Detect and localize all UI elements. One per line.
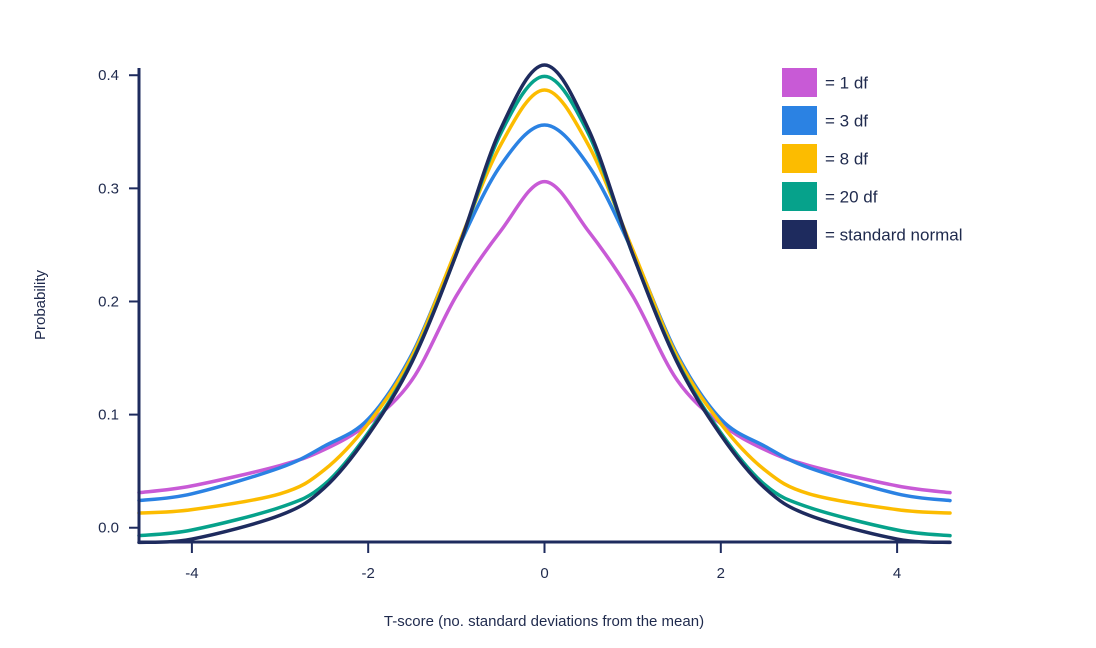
x-tick-label: 4 [893,565,901,582]
series-line-3 [137,123,952,503]
series-line-8 [137,88,952,515]
x-tick-label: 0 [540,565,548,582]
legend-swatch [782,182,817,211]
series-line-20 [137,74,952,538]
y-tick-label: 0.0 [98,520,119,537]
legend-swatch [782,106,817,135]
legend-label: = 1 df [825,74,868,93]
x-tick-label: -4 [185,565,198,582]
legend-swatch [782,220,817,249]
y-axis-title: Probability [32,269,49,340]
series-curves [137,63,952,545]
x-axis-title: T-score (no. standard deviations from th… [384,613,704,630]
legend-swatch [782,144,817,173]
tick-marks [129,74,899,553]
legend-label: = standard normal [825,226,963,245]
series-line-1 [137,179,952,495]
axes [137,68,950,544]
y-tick-label: 0.1 [98,407,119,424]
x-tick-label: -2 [362,565,375,582]
legend-label: = 8 df [825,150,868,169]
legend-swatch [782,68,817,97]
series-line-normal [137,63,952,545]
y-tick-label: 0.3 [98,180,119,197]
tick-labels: 0.0 0.1 0.2 0.3 0.4 -4 -2 0 2 4 [98,67,901,582]
x-tick-label: 2 [717,565,725,582]
legend-label: = 3 df [825,112,868,131]
y-tick-label: 0.4 [98,67,119,84]
legend: = 1 df = 3 df = 8 df = 20 df = standard norm… [782,68,963,249]
y-tick-label: 0.2 [98,293,119,310]
legend-label: = 20 df [825,188,878,207]
